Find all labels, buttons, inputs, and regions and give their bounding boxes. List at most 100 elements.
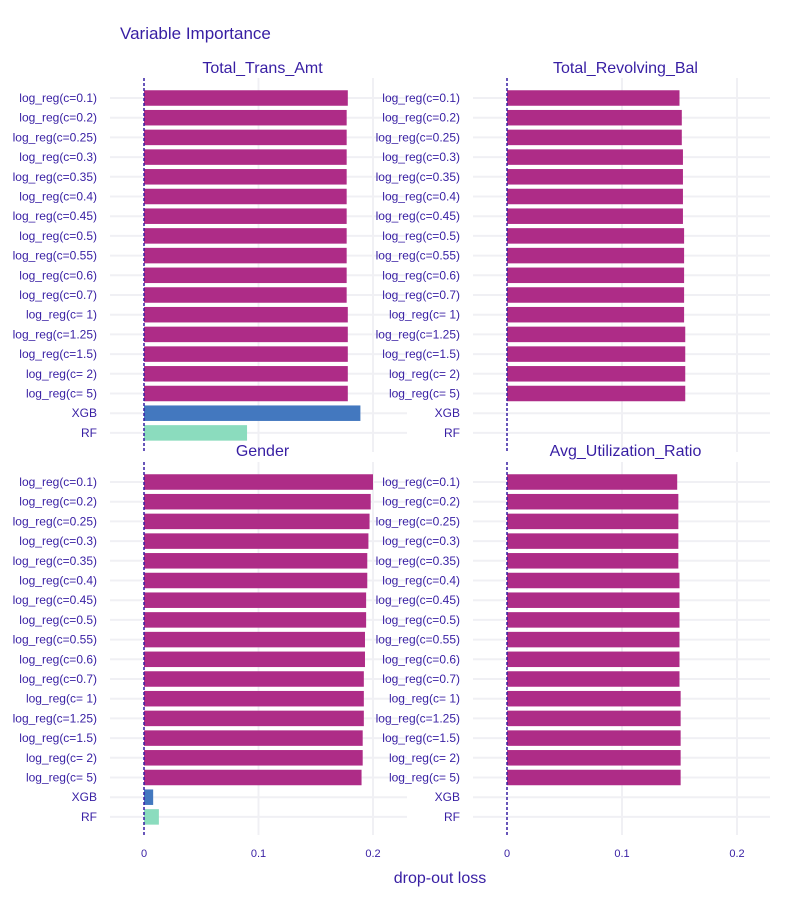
bar — [507, 346, 686, 362]
category-label: log_reg(c=0.25) — [13, 514, 97, 528]
panel-title: Total_Trans_Amt — [202, 60, 323, 77]
bar — [507, 474, 678, 490]
category-label: log_reg(c= 2) — [26, 367, 97, 381]
category-label: log_reg(c=0.4) — [19, 574, 97, 588]
category-label: log_reg(c= 5) — [389, 387, 460, 401]
category-label: RF — [444, 426, 460, 440]
bar — [507, 149, 683, 165]
bar — [144, 366, 348, 382]
panel-title: Gender — [236, 443, 290, 460]
bar — [507, 90, 680, 106]
x-tick-label: 0 — [504, 848, 510, 860]
x-tick-label: 0.1 — [614, 848, 629, 860]
x-tick-label: 0.2 — [365, 848, 380, 860]
bar — [144, 306, 348, 323]
bar — [144, 789, 154, 805]
bar — [507, 287, 685, 303]
bar — [507, 553, 679, 569]
category-label: log_reg(c=0.2) — [19, 111, 97, 125]
category-label: log_reg(c=1.5) — [19, 347, 97, 361]
bar — [507, 750, 681, 766]
category-label: log_reg(c=0.4) — [382, 574, 460, 588]
category-label: log_reg(c=0.35) — [376, 554, 460, 568]
category-label: log_reg(c= 1) — [389, 692, 460, 706]
bar — [144, 572, 368, 589]
category-label: log_reg(c= 2) — [389, 751, 460, 765]
bar — [144, 326, 348, 343]
category-label: log_reg(c= 2) — [26, 751, 97, 765]
bar — [507, 385, 686, 402]
bar — [507, 651, 680, 668]
category-label: log_reg(c=0.55) — [13, 249, 97, 263]
category-label: log_reg(c=0.35) — [376, 170, 460, 184]
panel-title: Total_Revolving_Bal — [553, 60, 698, 77]
category-label: log_reg(c=0.4) — [19, 190, 97, 204]
bar — [144, 809, 159, 825]
category-label: RF — [444, 810, 460, 824]
category-label: RF — [81, 426, 97, 440]
bar — [507, 188, 683, 205]
x-tick-label: 0.2 — [729, 848, 744, 860]
bar — [507, 306, 685, 323]
category-label: log_reg(c=0.3) — [19, 150, 97, 164]
bar — [144, 90, 348, 106]
bar — [144, 671, 364, 687]
bar — [144, 651, 365, 668]
category-label: log_reg(c=0.55) — [376, 249, 460, 263]
category-label: log_reg(c=0.1) — [382, 475, 460, 489]
bar — [507, 513, 679, 530]
bar — [144, 750, 363, 766]
category-label: log_reg(c= 5) — [26, 387, 97, 401]
category-label: log_reg(c= 2) — [389, 367, 460, 381]
category-label: log_reg(c=0.45) — [376, 209, 460, 223]
bar — [507, 612, 680, 628]
bar — [144, 208, 347, 224]
category-label: log_reg(c=0.5) — [19, 229, 97, 243]
bar — [144, 493, 371, 510]
bar — [144, 710, 364, 727]
bar — [507, 533, 679, 549]
category-label: log_reg(c=0.1) — [19, 91, 97, 105]
category-label: log_reg(c= 5) — [26, 771, 97, 785]
category-label: log_reg(c=0.6) — [382, 652, 460, 666]
category-label: log_reg(c=0.25) — [376, 130, 460, 144]
bar — [507, 730, 681, 746]
bar — [507, 710, 681, 727]
bar — [144, 513, 370, 530]
category-label: log_reg(c=1.25) — [376, 327, 460, 341]
category-label: log_reg(c=0.7) — [382, 288, 460, 302]
bar — [507, 769, 681, 786]
category-label: log_reg(c=0.45) — [13, 209, 97, 223]
x-axis-title: drop-out loss — [394, 870, 487, 887]
category-label: log_reg(c=0.5) — [382, 613, 460, 627]
bar — [144, 553, 368, 569]
bar — [144, 247, 347, 264]
category-label: log_reg(c=1.25) — [13, 327, 97, 341]
category-label: log_reg(c=0.3) — [382, 534, 460, 548]
bar — [144, 612, 367, 628]
bar — [507, 572, 680, 589]
bar — [507, 631, 680, 648]
bar — [507, 109, 682, 126]
bar — [507, 592, 680, 608]
bar — [144, 730, 363, 746]
bar — [144, 425, 248, 441]
bar — [507, 267, 685, 284]
category-label: log_reg(c=0.45) — [13, 593, 97, 607]
bar — [144, 228, 347, 244]
category-label: XGB — [72, 790, 97, 804]
category-label: log_reg(c=0.55) — [13, 633, 97, 647]
category-label: log_reg(c=0.35) — [13, 554, 97, 568]
bar — [144, 346, 348, 362]
category-label: log_reg(c=0.6) — [19, 652, 97, 666]
bar — [507, 169, 683, 185]
category-label: log_reg(c= 1) — [389, 308, 460, 322]
category-label: log_reg(c=0.2) — [382, 111, 460, 125]
category-label: log_reg(c= 1) — [26, 692, 97, 706]
category-label: log_reg(c=0.5) — [382, 229, 460, 243]
bar — [144, 129, 347, 146]
bar — [507, 129, 682, 146]
category-label: log_reg(c=1.5) — [19, 731, 97, 745]
bar — [144, 631, 365, 648]
